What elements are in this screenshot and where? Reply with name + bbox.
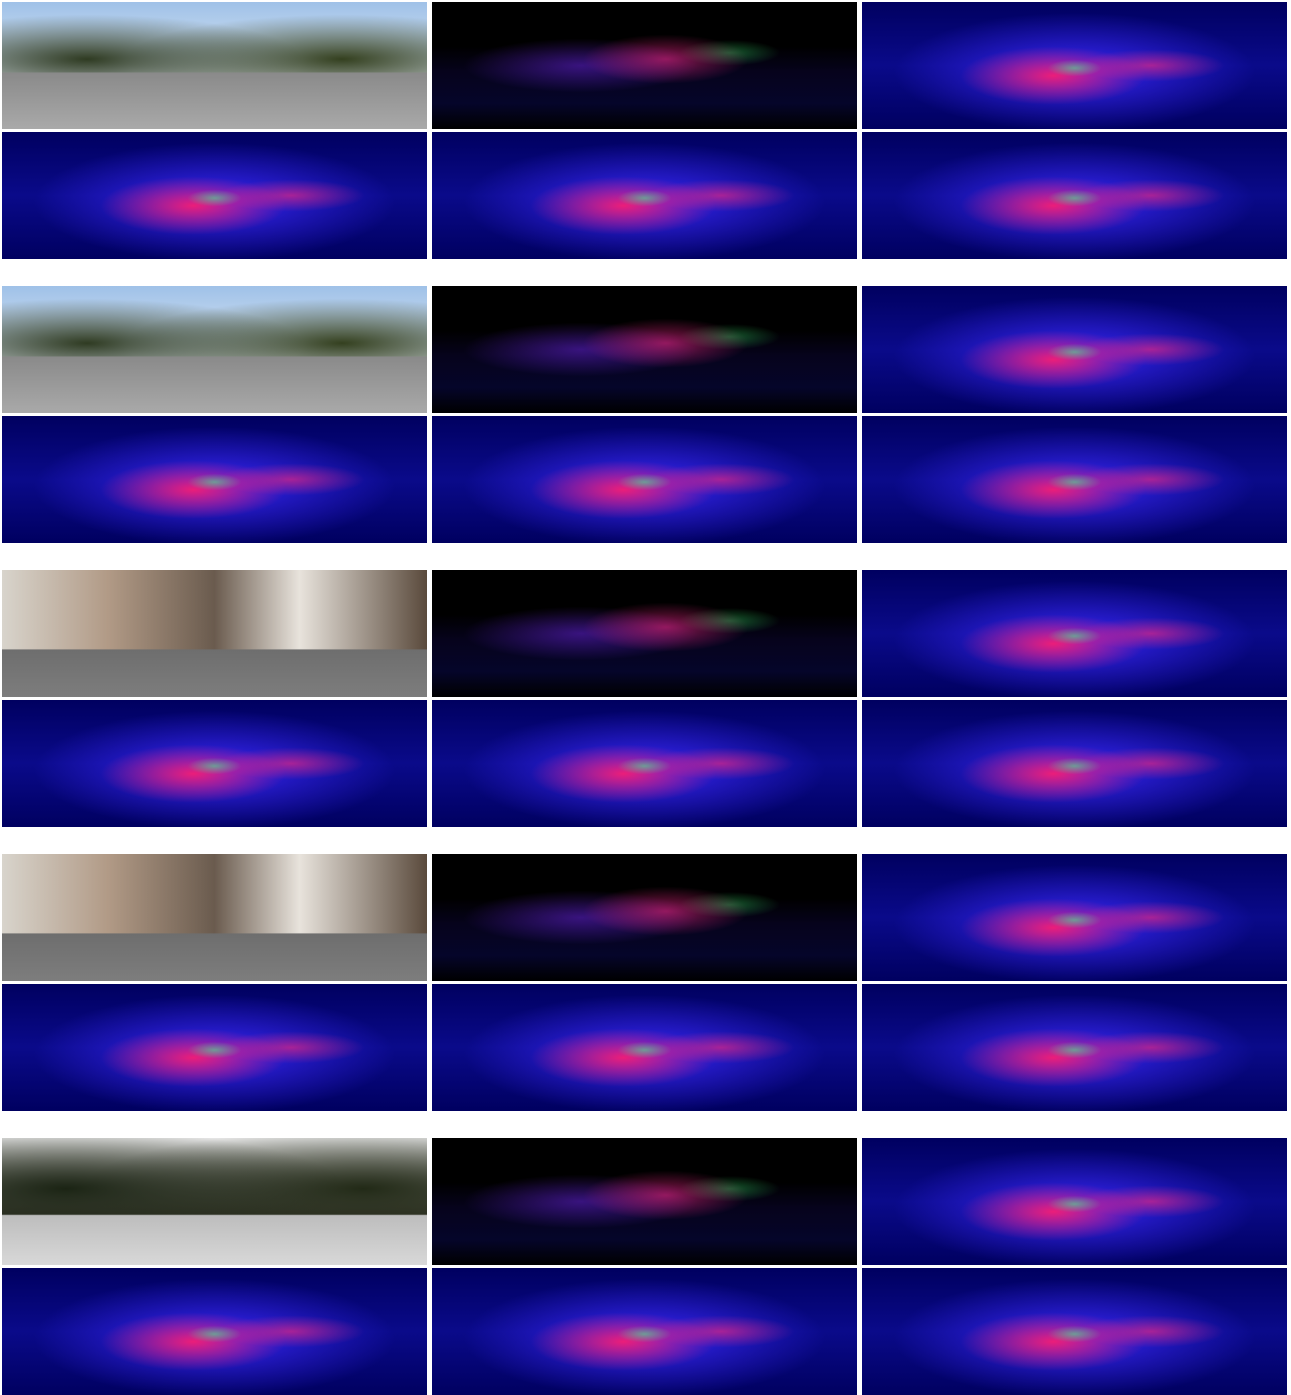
heatmap-panel — [2, 700, 427, 827]
heatmap-panel — [432, 984, 857, 1111]
heatmap-panel — [862, 854, 1287, 981]
heatmap-panel — [432, 416, 857, 543]
camera-image — [2, 286, 427, 413]
heatmap-panel — [862, 2, 1287, 129]
camera-image — [2, 2, 427, 129]
heatmap-panel — [2, 984, 427, 1111]
heatmap-panel — [862, 286, 1287, 413]
heatmap-panel — [862, 570, 1287, 697]
sparse-map — [432, 854, 857, 981]
heatmap-panel — [862, 984, 1287, 1111]
heatmap-panel — [2, 132, 427, 259]
camera-image — [2, 570, 427, 697]
heatmap-panel — [2, 416, 427, 543]
sparse-map — [432, 2, 857, 129]
heatmap-panel — [862, 1138, 1287, 1265]
camera-image — [2, 1138, 427, 1265]
sparse-map — [432, 1138, 857, 1265]
camera-image — [2, 854, 427, 981]
heatmap-panel — [862, 700, 1287, 827]
figure-grid — [0, 0, 1291, 1395]
heatmap-panel — [432, 700, 857, 827]
heatmap-panel — [862, 416, 1287, 543]
sparse-map — [432, 570, 857, 697]
heatmap-panel — [862, 132, 1287, 259]
heatmap-panel — [432, 132, 857, 259]
heatmap-panel — [432, 1268, 857, 1395]
heatmap-panel — [2, 1268, 427, 1395]
sparse-map — [432, 286, 857, 413]
heatmap-panel — [862, 1268, 1287, 1395]
